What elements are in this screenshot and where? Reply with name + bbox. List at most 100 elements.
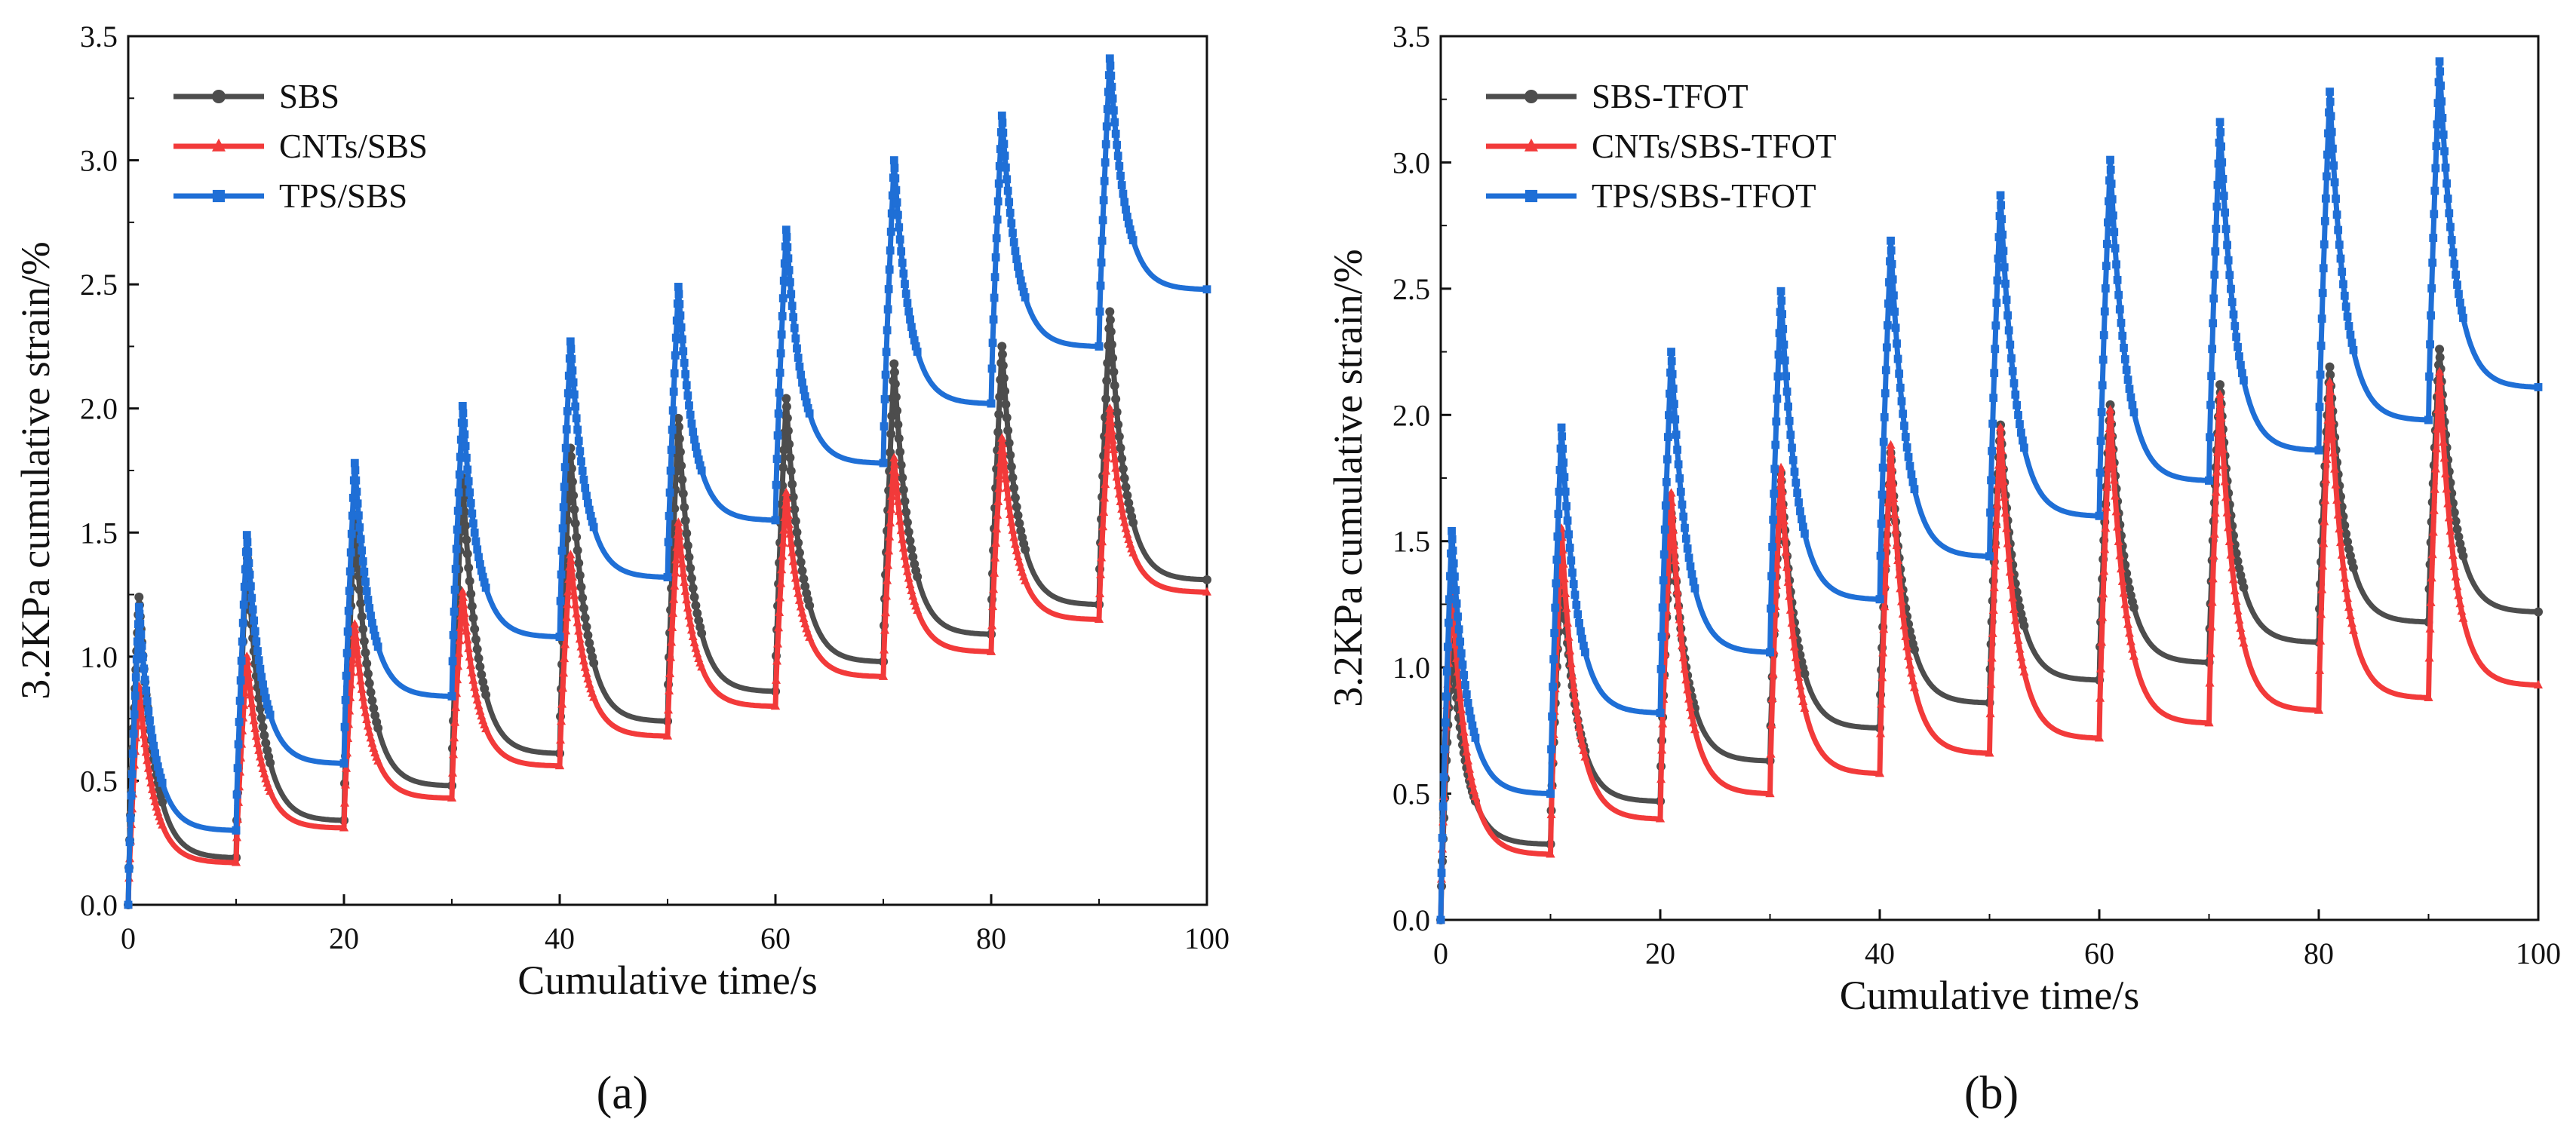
data-point xyxy=(448,657,457,666)
data-point xyxy=(1657,633,1666,641)
data-point xyxy=(796,602,806,611)
data-point xyxy=(996,145,1005,154)
data-point xyxy=(1466,714,1475,723)
data-point xyxy=(560,483,569,492)
data-point xyxy=(1558,559,1568,568)
data-point xyxy=(890,379,900,389)
data-point xyxy=(138,653,147,662)
data-point xyxy=(1766,749,1776,758)
data-point xyxy=(677,335,686,344)
data-point xyxy=(1659,576,1668,585)
data-point xyxy=(1670,555,1680,565)
data-point xyxy=(1881,558,1891,568)
data-point xyxy=(472,694,482,704)
data-point xyxy=(1110,381,1119,391)
data-point xyxy=(566,464,576,474)
data-point xyxy=(1690,724,1699,734)
data-point xyxy=(880,395,889,403)
data-point xyxy=(666,652,676,661)
data-point xyxy=(899,269,908,278)
y-tick-label: 1.5 xyxy=(80,516,118,550)
data-point xyxy=(2239,582,2249,592)
data-point xyxy=(777,330,786,339)
data-point xyxy=(572,532,582,542)
data-point xyxy=(1564,632,1574,641)
data-point xyxy=(1881,366,1890,375)
x-tick-label: 60 xyxy=(2084,936,2114,970)
data-point xyxy=(348,511,357,520)
data-point xyxy=(2218,444,2228,453)
data-point xyxy=(480,578,489,587)
data-point xyxy=(246,690,256,699)
data-point xyxy=(691,601,701,611)
data-point xyxy=(889,359,899,369)
data-point xyxy=(681,369,690,379)
data-point xyxy=(1118,510,1128,520)
data-point xyxy=(1580,641,1588,650)
data-point xyxy=(1443,642,1452,651)
data-point xyxy=(448,768,458,777)
data-point xyxy=(886,246,895,255)
data-point xyxy=(685,401,693,410)
data-point xyxy=(342,671,351,680)
data-point xyxy=(680,358,689,367)
data-point xyxy=(910,336,919,345)
data-point xyxy=(2209,529,2219,538)
data-point xyxy=(583,498,592,507)
data-point xyxy=(697,466,706,475)
data-point xyxy=(1202,587,1211,596)
data-point xyxy=(792,527,802,537)
data-point xyxy=(670,369,679,378)
data-point xyxy=(449,749,459,759)
data-point xyxy=(790,565,800,574)
data-point xyxy=(2010,379,2019,388)
data-point xyxy=(1782,372,1791,381)
data-point xyxy=(570,504,579,514)
data-point xyxy=(1876,551,1885,560)
data-point xyxy=(1905,660,1914,669)
data-point xyxy=(1013,510,1023,520)
data-point xyxy=(668,608,678,618)
data-point xyxy=(1004,501,1014,510)
data-point xyxy=(560,463,570,471)
x-tick-label: 20 xyxy=(1645,936,1675,970)
data-point xyxy=(253,647,262,655)
data-point xyxy=(2124,628,2134,637)
data-point xyxy=(1669,525,1678,534)
data-point xyxy=(451,565,460,573)
data-point xyxy=(784,519,794,529)
data-point xyxy=(997,111,1006,120)
data-point xyxy=(578,648,588,658)
data-point xyxy=(886,429,896,439)
data-point xyxy=(358,692,368,701)
data-point xyxy=(794,595,804,604)
data-point xyxy=(2430,464,2440,473)
data-point xyxy=(1791,652,1801,661)
data-point xyxy=(2428,527,2438,536)
data-point xyxy=(902,517,912,527)
data-point xyxy=(2347,618,2356,627)
data-point xyxy=(1897,397,1906,406)
data-point xyxy=(146,725,155,734)
data-point xyxy=(2219,460,2229,470)
data-point xyxy=(2207,597,2217,606)
data-point xyxy=(1112,407,1122,417)
y-tick-label: 0.0 xyxy=(80,888,118,922)
data-point xyxy=(2444,512,2454,522)
data-point xyxy=(1563,516,1572,525)
data-point xyxy=(667,446,676,454)
data-point xyxy=(2330,464,2340,473)
data-point xyxy=(2232,333,2241,342)
data-point xyxy=(2102,502,2111,511)
data-point xyxy=(2438,114,2447,122)
data-point xyxy=(2095,693,2105,702)
data-point xyxy=(1878,490,1887,499)
data-point xyxy=(1009,228,1017,238)
data-point xyxy=(2327,415,2337,425)
data-point xyxy=(1660,525,1669,534)
data-point xyxy=(1988,419,1997,428)
data-point xyxy=(459,507,469,516)
data-point xyxy=(481,690,491,700)
data-point xyxy=(900,551,910,560)
data-point xyxy=(889,367,899,377)
